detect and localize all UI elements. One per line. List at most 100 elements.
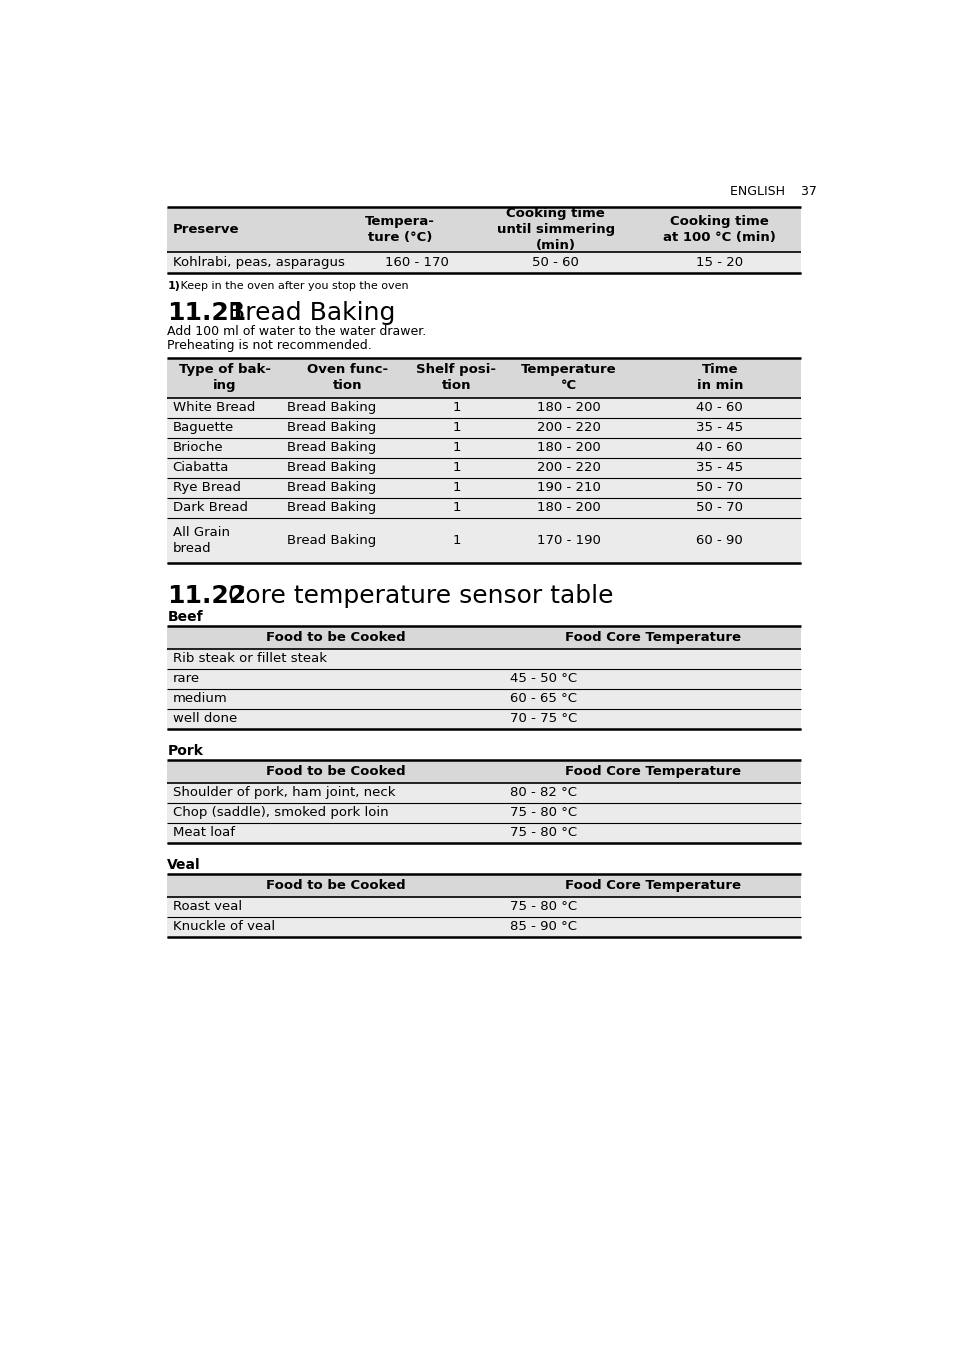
Text: 1: 1 xyxy=(452,534,460,546)
Text: 1: 1 xyxy=(452,481,460,495)
Text: Food Core Temperature: Food Core Temperature xyxy=(564,879,740,892)
Text: Chop (saddle), smoked pork loin: Chop (saddle), smoked pork loin xyxy=(172,806,388,819)
Bar xyxy=(167,873,504,896)
Text: Bread Baking: Bread Baking xyxy=(287,422,376,434)
Text: 75 - 80 °C: 75 - 80 °C xyxy=(509,806,577,819)
Bar xyxy=(638,418,801,438)
Text: Kohlrabi, peas, asparagus: Kohlrabi, peas, asparagus xyxy=(172,256,344,269)
Bar xyxy=(414,438,498,458)
Text: Beef: Beef xyxy=(167,610,203,625)
Bar xyxy=(167,803,504,823)
Text: medium: medium xyxy=(172,692,227,706)
Text: Cooking time
until simmering
(min): Cooking time until simmering (min) xyxy=(496,207,614,251)
Text: 40 - 60: 40 - 60 xyxy=(696,402,742,414)
Text: 200 - 220: 200 - 220 xyxy=(537,461,600,475)
Bar xyxy=(167,397,282,418)
Bar xyxy=(359,207,474,251)
Text: Brioche: Brioche xyxy=(172,441,223,454)
Bar xyxy=(282,418,414,438)
Text: Food to be Cooked: Food to be Cooked xyxy=(266,631,405,644)
Bar xyxy=(638,458,801,479)
Bar xyxy=(359,251,474,273)
Bar xyxy=(167,358,282,397)
Bar xyxy=(282,397,414,418)
Text: Bread Baking: Bread Baking xyxy=(220,301,395,324)
Bar xyxy=(414,518,498,562)
Text: 60 - 90: 60 - 90 xyxy=(696,534,742,546)
Text: Preheating is not recommended.: Preheating is not recommended. xyxy=(167,338,372,352)
Text: 160 - 170: 160 - 170 xyxy=(384,256,448,269)
Bar xyxy=(167,760,504,783)
Text: 1): 1) xyxy=(167,281,180,291)
Text: Add 100 ml of water to the water drawer.: Add 100 ml of water to the water drawer. xyxy=(167,326,426,338)
Bar xyxy=(167,518,282,562)
Bar xyxy=(167,783,504,803)
Bar xyxy=(414,498,498,518)
Bar xyxy=(504,823,801,842)
Bar xyxy=(167,917,504,937)
Bar xyxy=(638,438,801,458)
Text: Food to be Cooked: Food to be Cooked xyxy=(266,765,405,777)
Bar xyxy=(638,498,801,518)
Text: Baguette: Baguette xyxy=(172,422,233,434)
Bar xyxy=(504,760,801,783)
Bar xyxy=(504,669,801,690)
Text: 11.22: 11.22 xyxy=(167,584,246,608)
Bar xyxy=(638,358,801,397)
Bar xyxy=(167,823,504,842)
Bar xyxy=(167,626,504,649)
Bar xyxy=(282,438,414,458)
Bar xyxy=(638,479,801,498)
Text: 45 - 50 °C: 45 - 50 °C xyxy=(509,672,577,685)
Bar xyxy=(414,358,498,397)
Bar xyxy=(498,418,638,438)
Bar xyxy=(414,418,498,438)
Text: Bread Baking: Bread Baking xyxy=(287,534,376,546)
Bar xyxy=(637,251,801,273)
Text: 70 - 75 °C: 70 - 75 °C xyxy=(509,713,577,726)
Bar xyxy=(638,518,801,562)
Text: rare: rare xyxy=(172,672,199,685)
Text: 1: 1 xyxy=(452,422,460,434)
Text: 1: 1 xyxy=(452,441,460,454)
Bar xyxy=(498,397,638,418)
Text: Dark Bread: Dark Bread xyxy=(172,502,248,515)
Text: 60 - 65 °C: 60 - 65 °C xyxy=(509,692,577,706)
Bar xyxy=(167,649,504,669)
Bar xyxy=(504,708,801,729)
Bar xyxy=(167,458,282,479)
Text: Food to be Cooked: Food to be Cooked xyxy=(266,879,405,892)
Bar xyxy=(167,438,282,458)
Bar xyxy=(474,207,637,251)
Text: Time
in min: Time in min xyxy=(696,364,742,392)
Bar xyxy=(167,479,282,498)
Text: Pork: Pork xyxy=(167,745,203,758)
Bar xyxy=(167,708,504,729)
Text: Ciabatta: Ciabatta xyxy=(172,461,229,475)
Text: Type of bak-
ing: Type of bak- ing xyxy=(178,364,271,392)
Bar xyxy=(498,479,638,498)
Text: All Grain
bread: All Grain bread xyxy=(172,526,230,554)
Text: Bread Baking: Bread Baking xyxy=(287,461,376,475)
Text: Oven func-
tion: Oven func- tion xyxy=(307,364,388,392)
Bar xyxy=(167,669,504,690)
Bar xyxy=(504,783,801,803)
Text: 75 - 80 °C: 75 - 80 °C xyxy=(509,900,577,914)
Bar xyxy=(282,358,414,397)
Bar xyxy=(504,896,801,917)
Text: 50 - 70: 50 - 70 xyxy=(696,481,742,495)
Text: 15 - 20: 15 - 20 xyxy=(695,256,741,269)
Text: Bread Baking: Bread Baking xyxy=(287,502,376,515)
Text: 75 - 80 °C: 75 - 80 °C xyxy=(509,826,577,840)
Text: Bread Baking: Bread Baking xyxy=(287,402,376,414)
Text: 1: 1 xyxy=(452,502,460,515)
Text: Keep in the oven after you stop the oven: Keep in the oven after you stop the oven xyxy=(177,281,409,291)
Text: 200 - 220: 200 - 220 xyxy=(537,422,600,434)
Text: Veal: Veal xyxy=(167,859,201,872)
Text: Cooking time
at 100 °C (min): Cooking time at 100 °C (min) xyxy=(662,215,775,243)
Bar xyxy=(282,518,414,562)
Bar xyxy=(167,207,359,251)
Bar xyxy=(498,458,638,479)
Bar xyxy=(282,479,414,498)
Text: 11.21: 11.21 xyxy=(167,301,246,324)
